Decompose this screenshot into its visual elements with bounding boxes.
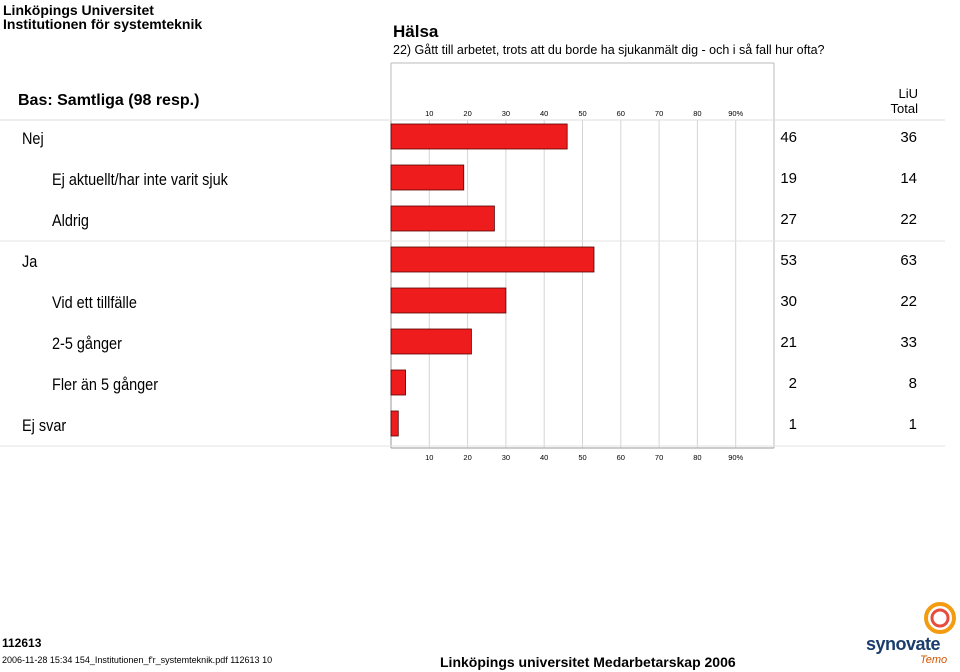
value-total: 22 <box>900 210 917 228</box>
row-label: Ej aktuellt/har inte varit sjuk <box>52 169 228 189</box>
bar <box>390 328 472 355</box>
value-liu: 1 <box>788 415 797 433</box>
column-header-total: Total <box>890 101 918 116</box>
bar <box>390 246 595 273</box>
row-label: Vid ett tillfälle <box>52 292 137 312</box>
tick-label-bottom: 80 <box>693 453 701 462</box>
tick-label-top: 80 <box>693 109 701 118</box>
value-total: 33 <box>900 333 917 351</box>
bar <box>390 123 568 150</box>
org-department: Institutionen för systemteknik <box>3 16 203 32</box>
tick-label-top: 50 <box>578 109 586 118</box>
row-label: Ej svar <box>22 415 67 435</box>
value-total: 14 <box>900 169 917 187</box>
tick-label-bottom: 20 <box>463 453 471 462</box>
tick-label-bottom: 60 <box>617 453 625 462</box>
bar <box>390 164 465 191</box>
row-label: 2-5 gånger <box>52 333 122 353</box>
column-header-liu: LiU <box>898 86 918 101</box>
bar <box>390 410 399 437</box>
tick-label-top: 60 <box>617 109 625 118</box>
value-liu: 30 <box>780 292 797 310</box>
tick-label-top: 20 <box>463 109 471 118</box>
question-text: 22) Gått till arbetet, trots att du bord… <box>393 43 825 57</box>
tick-label-bottom: 10 <box>425 453 433 462</box>
row-label: Aldrig <box>52 210 89 230</box>
org-name: Linköpings Universitet <box>3 2 154 18</box>
footer-title: Linköpings universitet Medarbetarskap 20… <box>440 654 736 670</box>
row-label: Ja <box>22 251 38 271</box>
bar <box>390 287 507 314</box>
row-label: Fler än 5 gånger <box>52 374 159 394</box>
value-total: 8 <box>908 374 917 392</box>
value-liu: 19 <box>780 169 797 187</box>
tick-label-bottom: 40 <box>540 453 548 462</box>
tick-label-top: 90% <box>728 109 743 118</box>
synovate-logo: synovate <box>866 634 941 654</box>
value-liu: 27 <box>780 210 797 228</box>
file-info: 2006-11-28 15:34 154_Institutionen_f'r_s… <box>2 655 273 665</box>
row-label: Nej <box>22 128 44 148</box>
tick-label-bottom: 90% <box>728 453 743 462</box>
value-liu: 2 <box>788 374 797 392</box>
value-liu: 53 <box>780 251 797 269</box>
section-title: Hälsa <box>393 22 439 41</box>
temo-logo: Temo <box>920 654 948 666</box>
value-total: 63 <box>900 251 917 269</box>
tick-label-top: 10 <box>425 109 433 118</box>
tick-label-bottom: 30 <box>502 453 510 462</box>
value-total: 36 <box>900 128 917 146</box>
base-label: Bas: Samtliga (98 resp.) <box>18 92 200 109</box>
tick-label-bottom: 70 <box>655 453 663 462</box>
value-total: 22 <box>900 292 917 310</box>
tick-label-top: 40 <box>540 109 548 118</box>
value-liu: 46 <box>780 128 797 146</box>
tick-label-top: 70 <box>655 109 663 118</box>
value-total: 1 <box>908 415 917 433</box>
report-number: 112613 <box>2 636 42 650</box>
value-liu: 21 <box>780 333 797 351</box>
bar <box>390 369 406 396</box>
bar <box>390 205 495 232</box>
tick-label-top: 30 <box>502 109 510 118</box>
tick-label-bottom: 50 <box>578 453 586 462</box>
